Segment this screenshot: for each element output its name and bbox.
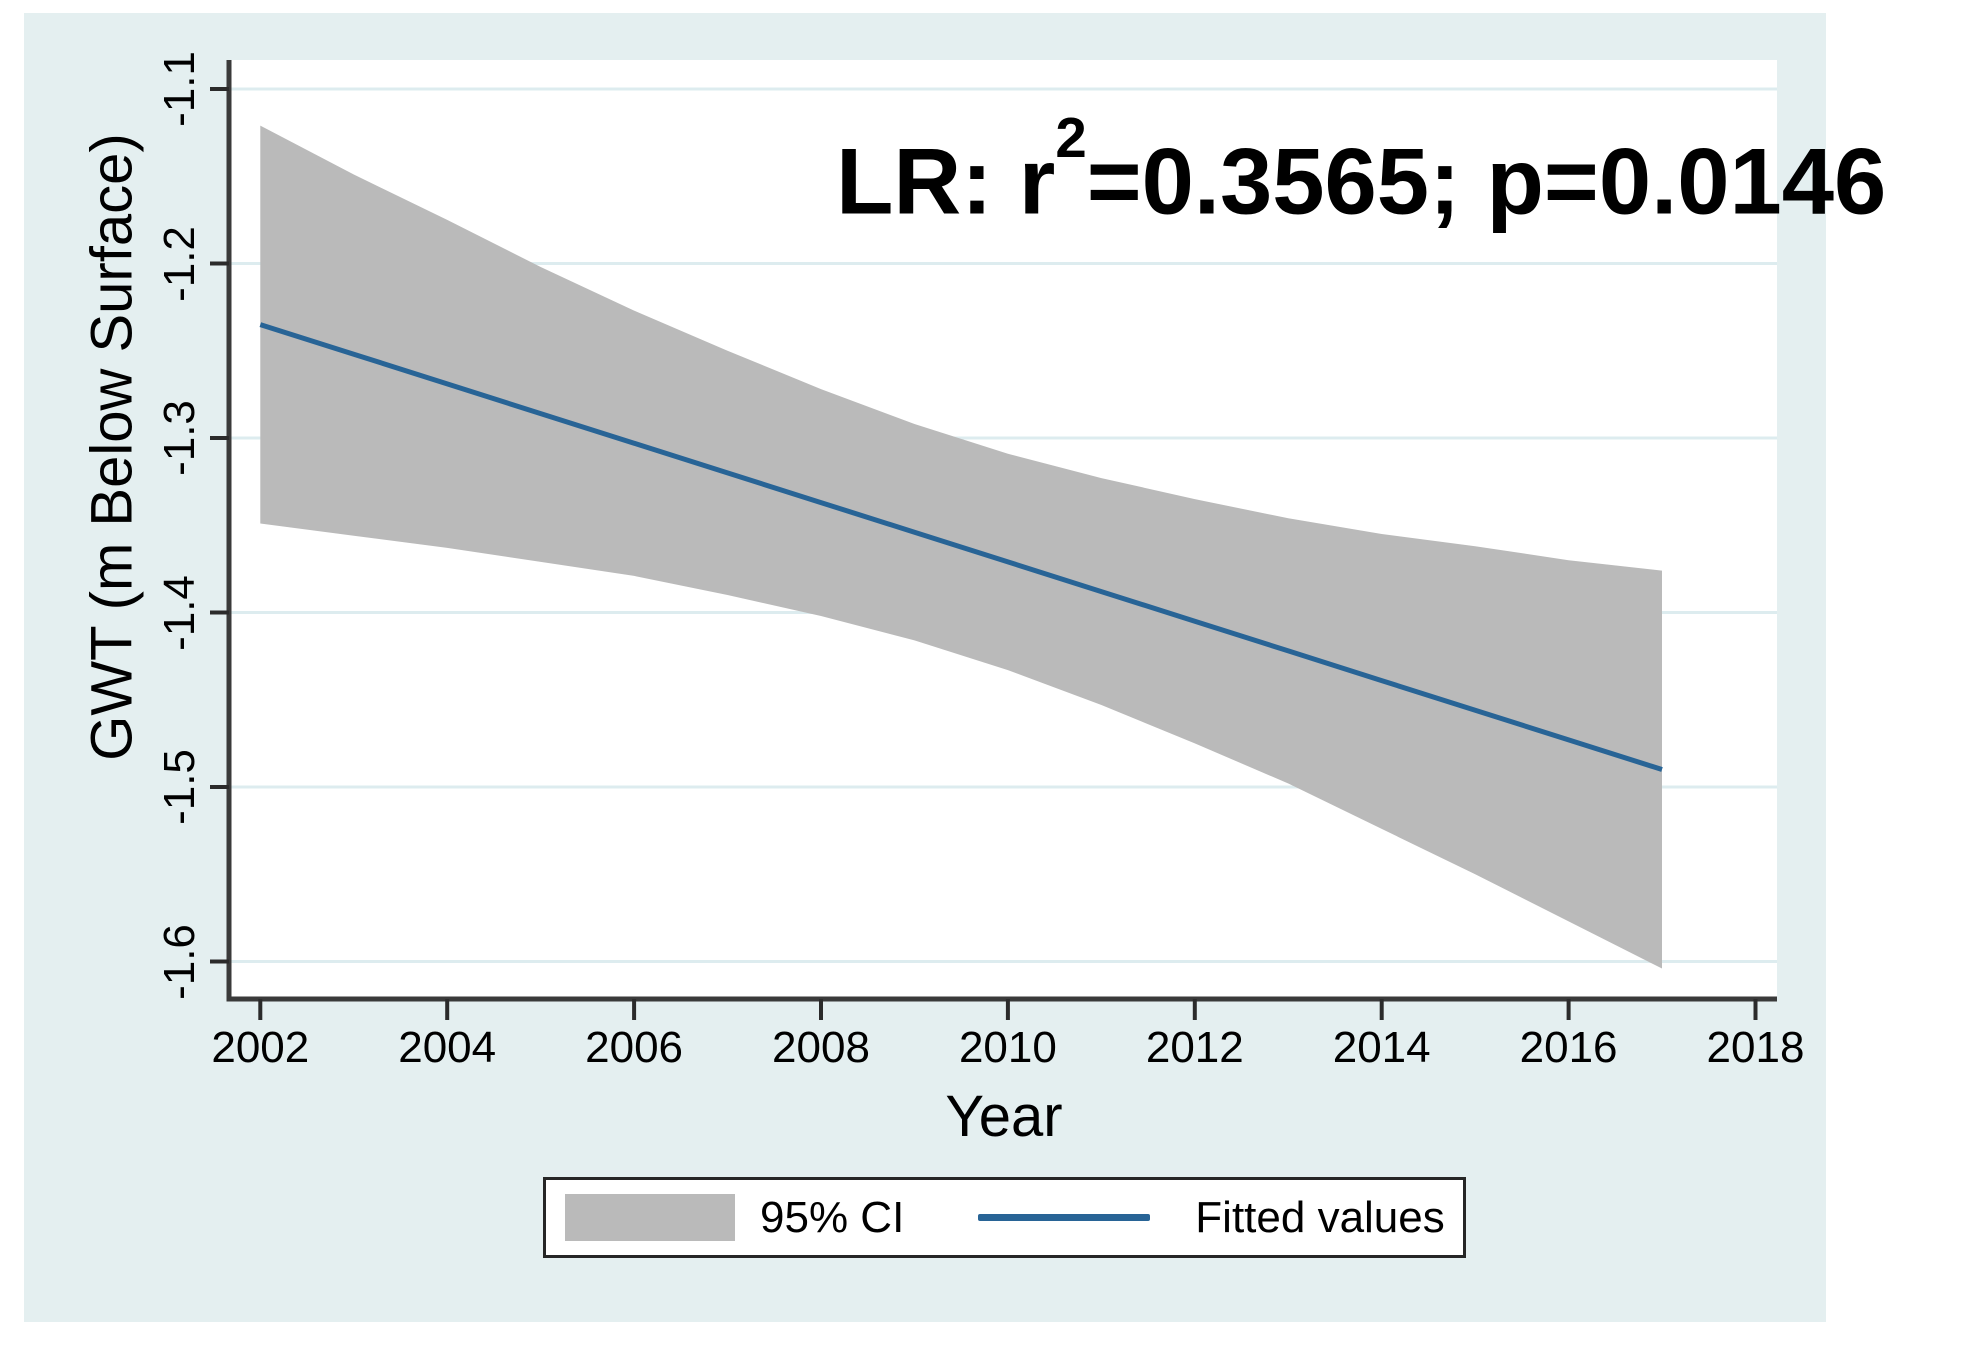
x-tick-label-2006: 2006: [585, 1023, 684, 1072]
x-tick-label-2008: 2008: [772, 1023, 870, 1072]
legend-ci-label: 95% CI: [760, 1192, 905, 1242]
annotation-superscript: 2: [1055, 106, 1087, 170]
legend-fitted-label: Fitted values: [1195, 1192, 1445, 1242]
y-axis-title: GWT (m Below Surface): [79, 133, 145, 761]
y-tick-label--1.5: -1.5: [155, 749, 204, 825]
x-tick-label-2010: 2010: [958, 1023, 1057, 1072]
y-tick-label--1.4: -1.4: [155, 574, 204, 651]
regression-annotation: LR: r2=0.3565; p=0.0146: [836, 110, 1886, 228]
legend: 95% CI Fitted values: [543, 1177, 1466, 1258]
x-tick-label-2002: 2002: [211, 1023, 310, 1072]
annotation-suffix: =0.3565; p=0.0146: [1086, 128, 1887, 234]
annotation-prefix: LR: r: [836, 128, 1056, 234]
x-tick-label-2012: 2012: [1145, 1023, 1244, 1072]
y-tick-label--1.2: -1.2: [155, 225, 204, 302]
x-axis-title: Year: [945, 1084, 1063, 1149]
x-tick-label-2004: 2004: [398, 1023, 497, 1072]
fitted-line-swatch: [978, 1214, 1151, 1221]
x-tick-label-2014: 2014: [1332, 1023, 1431, 1072]
fitted-line: [259, 322, 1663, 772]
y-tick-label--1.6: -1.6: [155, 923, 204, 1000]
y-tick-label--1.1: -1.1: [155, 51, 204, 127]
x-tick-label-2018: 2018: [1706, 1023, 1805, 1072]
y-tick-label--1.3: -1.3: [155, 400, 204, 476]
x-tick-label-2016: 2016: [1519, 1023, 1618, 1072]
ci-band-swatch: [565, 1194, 735, 1241]
